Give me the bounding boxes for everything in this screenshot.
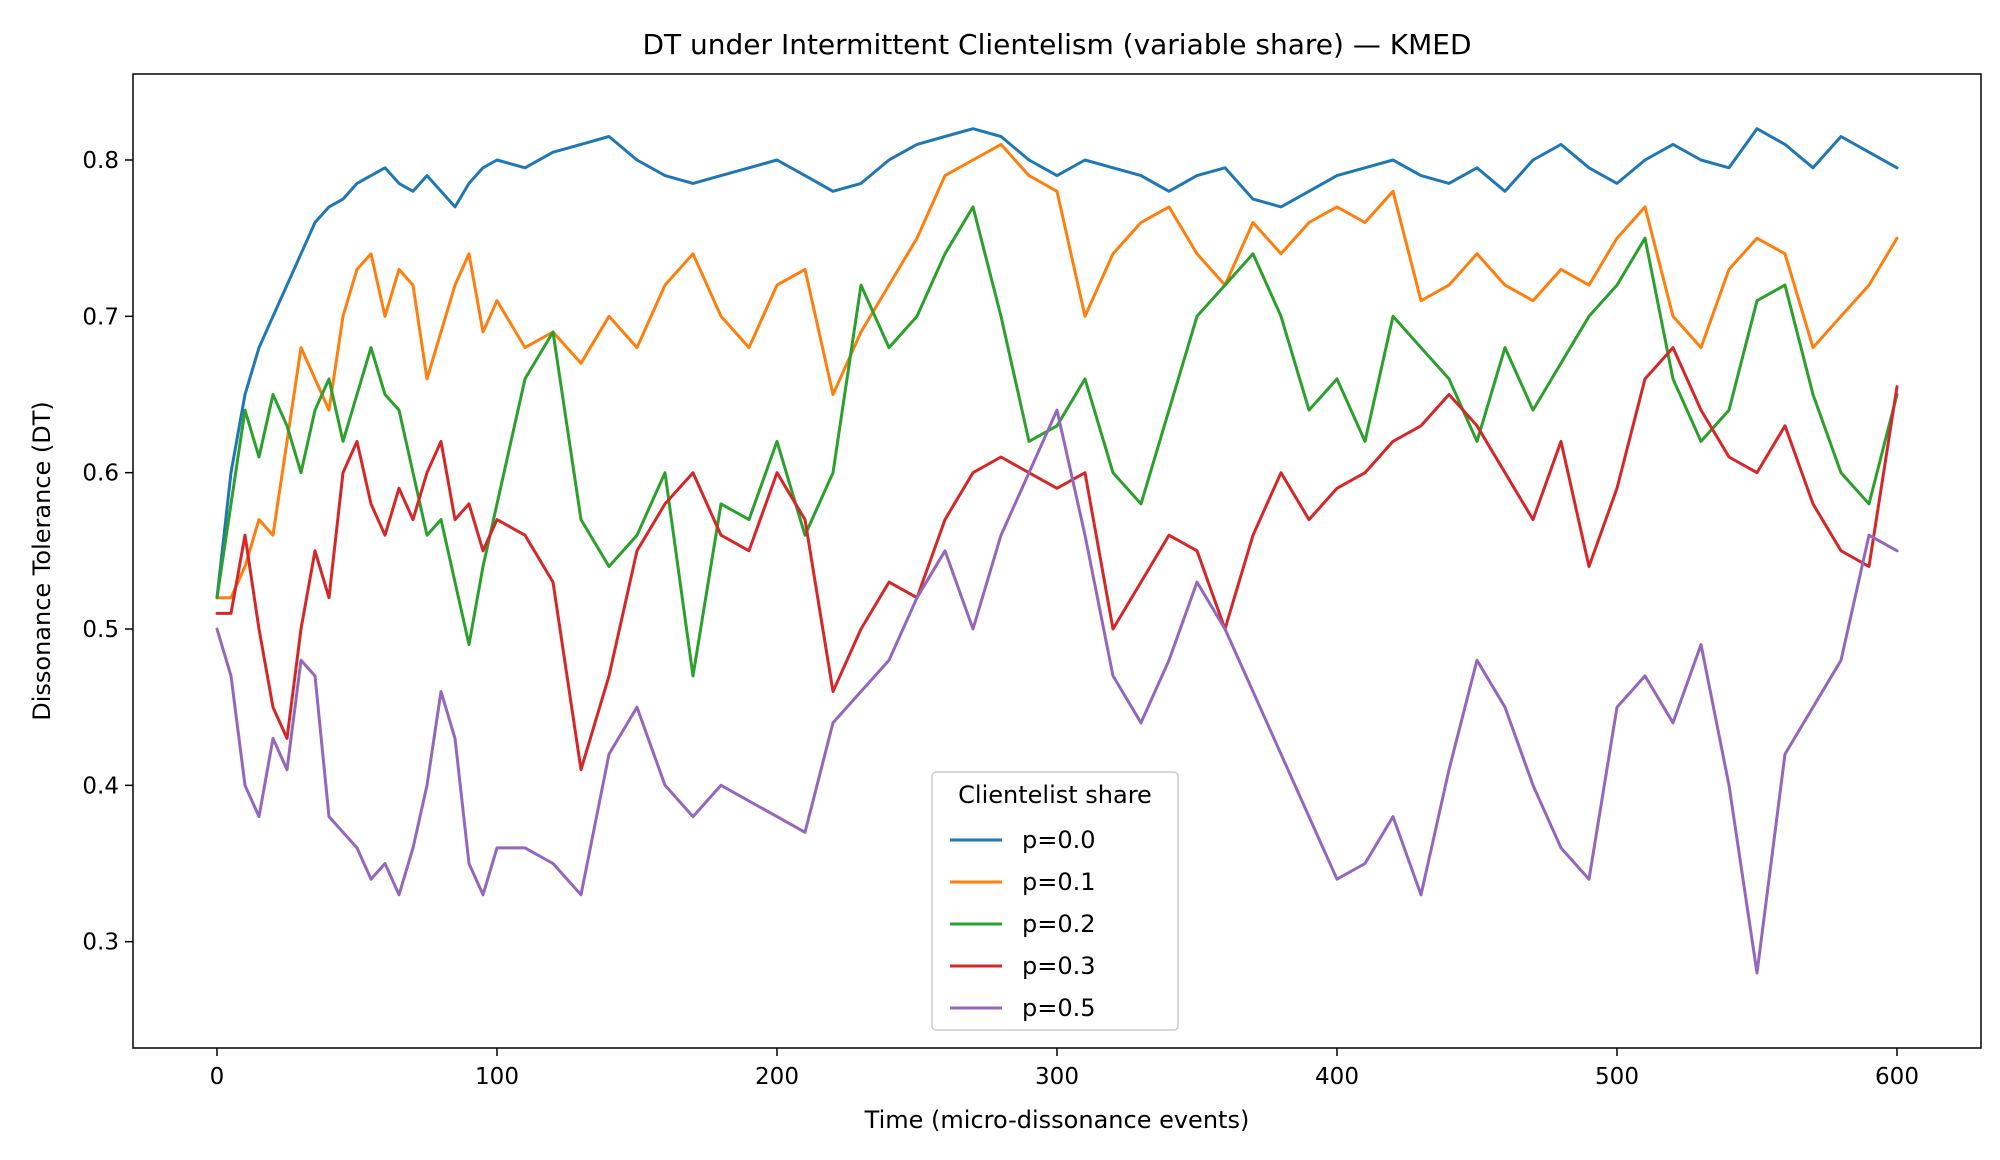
y-tick-label: 0.8 (82, 148, 119, 174)
y-tick-label: 0.5 (82, 617, 119, 643)
x-tick-label: 400 (1315, 1064, 1359, 1090)
series-line-2 (215, 205, 1899, 678)
y-tick-label: 0.6 (82, 461, 119, 487)
x-tick-label: 0 (210, 1064, 225, 1090)
y-axis: 0.3 0.4 0.5 0.6 0.7 0.8 (82, 148, 133, 956)
x-tick-label: 300 (1035, 1064, 1079, 1090)
y-tick-label: 0.4 (82, 773, 119, 799)
legend: Clientelist share p=0.0p=0.1p=0.2p=0.3p=… (931, 771, 1179, 1031)
x-axis-label: Time (micro-dissonance events) (864, 1106, 1250, 1134)
chart-title: DT under Intermittent Clientelism (varia… (642, 28, 1471, 61)
series-line-4 (215, 408, 1899, 975)
series-line-0 (215, 127, 1899, 600)
legend-box (931, 771, 1179, 1031)
x-tick-label: 600 (1875, 1064, 1919, 1090)
y-tick-label: 0.3 (82, 930, 119, 956)
legend-label: p=0.1 (1022, 868, 1096, 896)
x-tick-label: 100 (475, 1064, 519, 1090)
legend-label: p=0.0 (1022, 826, 1096, 854)
series-line-1 (215, 142, 1899, 600)
legend-label: p=0.3 (1022, 952, 1096, 980)
legend-title: Clientelist share (958, 781, 1152, 809)
x-tick-label: 200 (755, 1064, 799, 1090)
legend-label: p=0.2 (1022, 910, 1096, 938)
x-axis: 0 100 200 300 400 500 600 (210, 1048, 1919, 1090)
y-tick-label: 0.7 (82, 304, 119, 330)
y-axis-label: Dissonance Tolerance (DT) (28, 401, 56, 721)
legend-label: p=0.5 (1022, 994, 1096, 1022)
legend-entries: p=0.0 p=0.1 p=0.2 p=0.3 p=0.5 (950, 826, 1096, 1022)
series-layer (215, 127, 1899, 975)
x-tick-label: 500 (1595, 1064, 1639, 1090)
